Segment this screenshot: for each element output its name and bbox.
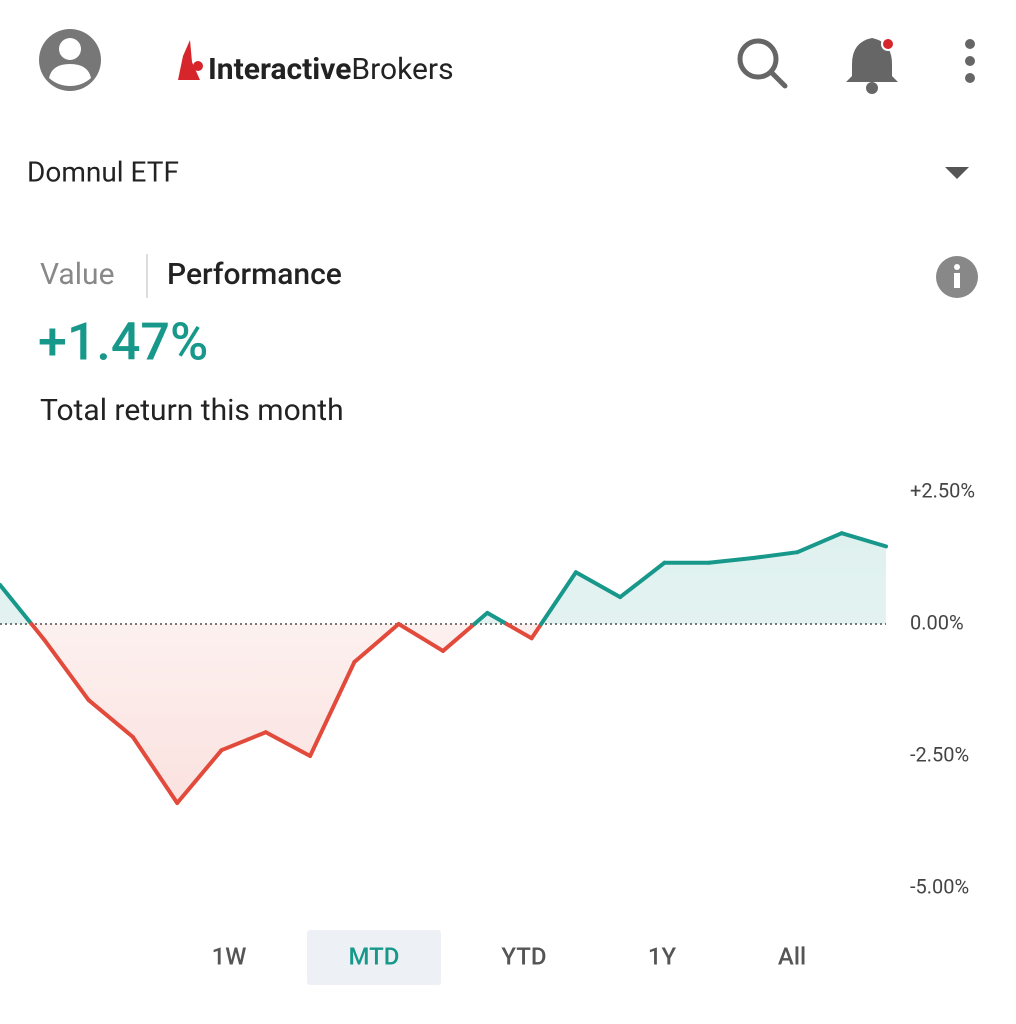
period-selector: 1W MTD YTD 1Y All [212, 930, 806, 985]
line-segment [573, 570, 623, 600]
line-segment [441, 622, 477, 653]
line-segment [263, 730, 313, 758]
line-segment [618, 560, 667, 600]
line-segment [86, 698, 135, 739]
line-segment [529, 622, 544, 641]
line-segment [751, 550, 800, 560]
period-button[interactable]: MTD [349, 942, 400, 970]
line-segment [504, 622, 534, 641]
line-segment [130, 734, 180, 805]
line-segment [795, 531, 844, 555]
search-icon[interactable] [737, 38, 788, 89]
line-segment [219, 730, 268, 753]
line-segment [472, 610, 490, 626]
line-segment [42, 637, 91, 703]
account-name[interactable]: Domnul ETF [27, 155, 179, 188]
period-button[interactable]: 1Y [648, 942, 677, 970]
period-button[interactable]: YTD [501, 942, 546, 970]
logo-dot [193, 61, 203, 71]
line-segment [839, 531, 888, 549]
line-segment [308, 660, 357, 758]
line-segment [706, 556, 756, 565]
y-tick-label: 0.00% [910, 610, 964, 634]
line-segment [175, 748, 224, 805]
chart: +2.50% 0.00% -2.50% -5.00% [0, 478, 975, 898]
line-segment [539, 570, 578, 626]
return-caption: Total return this month [40, 393, 344, 428]
y-tick-label: +2.50% [910, 478, 975, 502]
period-button[interactable]: 1W [212, 942, 247, 970]
line-segment [0, 582, 34, 626]
more-menu[interactable] [965, 39, 975, 83]
dropdown-arrow[interactable] [945, 167, 969, 179]
line-segment [396, 622, 445, 653]
info-icon[interactable] [936, 256, 978, 298]
negative-area [0, 624, 886, 803]
line-segment [352, 622, 401, 665]
period-button[interactable]: All [778, 942, 806, 970]
line-segment [485, 610, 509, 626]
tab-performance[interactable]: Performance [167, 257, 342, 292]
period-highlight [307, 930, 441, 985]
y-tick-label: -2.50% [910, 742, 969, 766]
tab-value[interactable]: Value [40, 257, 115, 292]
logo-bold: Interactive [208, 52, 351, 87]
notifications-icon[interactable] [846, 37, 898, 94]
logo: InteractiveBrokers [208, 52, 454, 87]
avatar[interactable] [39, 29, 101, 91]
logo-mark [178, 40, 200, 80]
logo-regular: Brokers [351, 52, 453, 87]
y-tick-label: -5.00% [910, 874, 969, 898]
positive-area [0, 533, 886, 624]
line-segment [29, 622, 47, 642]
total-return: +1.47% [38, 312, 208, 373]
